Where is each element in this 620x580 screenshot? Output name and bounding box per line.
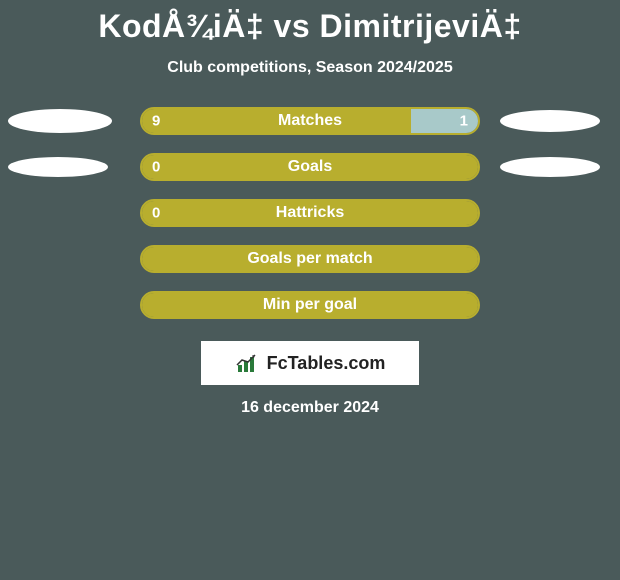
stat-row: 9 1 Matches [0,107,620,135]
stat-bar: 0 Goals [140,153,480,181]
bar-segment-left [142,109,411,133]
stat-label: Goals [288,158,332,176]
stat-bar: Goals per match [140,245,480,273]
stat-value-left: 0 [152,159,160,176]
stat-row: 0 Hattricks [0,199,620,227]
stat-bar: 9 1 Matches [140,107,480,135]
stat-label: Matches [278,112,342,130]
player-ellipse-left [8,157,108,177]
stat-row: Goals per match [0,245,620,273]
stat-label: Goals per match [247,250,372,268]
page-title: KodÅ¾iÄ‡ vs DimitrijeviÄ‡ [98,8,521,45]
comparison-page: KodÅ¾iÄ‡ vs DimitrijeviÄ‡ Club competiti… [0,0,620,580]
stat-value-right: 1 [460,113,468,130]
stat-row: 0 Goals [0,153,620,181]
stat-row: Min per goal [0,291,620,319]
date-text: 16 december 2024 [241,399,379,417]
chart-icon [235,352,263,374]
page-subtitle: Club competitions, Season 2024/2025 [167,59,452,77]
player-ellipse-right [500,110,600,132]
player-ellipse-left [8,109,112,133]
player-ellipse-right [500,157,600,177]
logo: FcTables.com [235,352,386,374]
stat-value-left: 0 [152,205,160,222]
stat-value-left: 9 [152,113,160,130]
stat-label: Min per goal [263,296,357,314]
logo-text: FcTables.com [267,353,386,374]
stat-bar: 0 Hattricks [140,199,480,227]
logo-box: FcTables.com [201,341,419,385]
stat-bar: Min per goal [140,291,480,319]
stats-area: 9 1 Matches 0 Goals 0 Hattricks Goals per match… [0,107,620,337]
stat-label: Hattricks [276,204,344,222]
